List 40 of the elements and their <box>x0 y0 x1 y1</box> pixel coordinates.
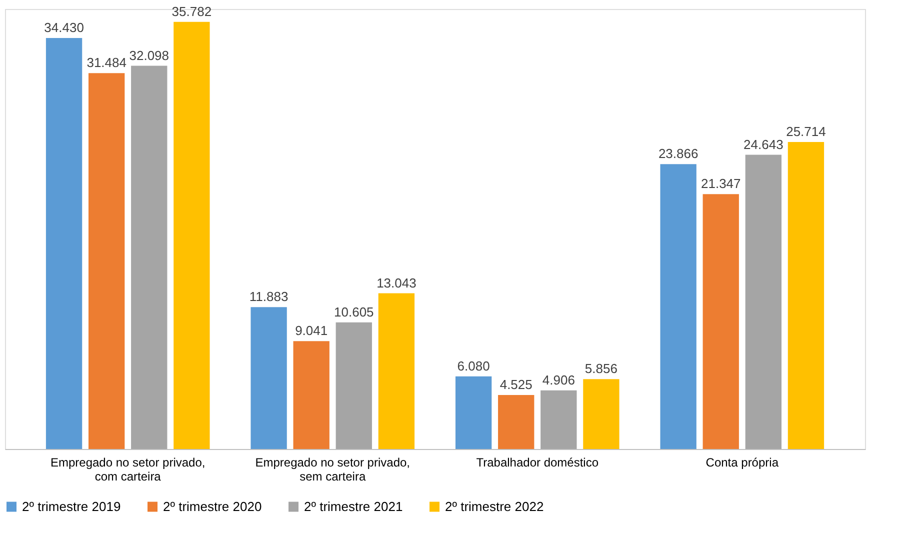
data-label: 32.098 <box>129 48 170 63</box>
bar <box>250 307 287 449</box>
data-label: 31.484 <box>86 55 126 70</box>
bar <box>745 154 782 449</box>
x-tick-label: Trabalhador doméstico <box>476 456 599 470</box>
x-tick-label: Empregado no setor privado, com carteira <box>50 456 206 484</box>
data-label: 5.856 <box>584 361 618 376</box>
bar <box>455 376 492 449</box>
legend-label: 2º trimestre 2021 <box>304 498 403 514</box>
data-label: 4.525 <box>500 376 532 392</box>
bar <box>174 22 210 449</box>
bar <box>540 390 577 449</box>
data-label: 6.080 <box>457 358 490 374</box>
data-label: 4.906 <box>542 372 575 388</box>
legend-label: 2º trimestre 2022 <box>445 498 544 514</box>
bar <box>46 38 82 449</box>
data-label: 24.643 <box>744 136 784 152</box>
x-tick-label: Conta própria <box>706 456 779 470</box>
data-label: 25.714 <box>786 124 826 140</box>
data-label: 10.605 <box>334 304 374 320</box>
data-label: 21.347 <box>700 176 741 192</box>
bar <box>131 66 168 449</box>
data-label: 13.043 <box>376 275 416 290</box>
data-label: 9.041 <box>295 323 328 338</box>
bar <box>498 394 534 449</box>
data-label: 34.430 <box>44 20 84 35</box>
bar <box>378 293 415 449</box>
bar <box>788 142 824 449</box>
data-label: 23.866 <box>658 146 698 162</box>
bar <box>660 164 696 449</box>
bar <box>583 379 620 449</box>
bar <box>702 194 739 449</box>
data-label: 35.782 <box>172 4 212 19</box>
legend-label: 2º trimestre 2020 <box>163 498 262 514</box>
bar <box>336 322 372 449</box>
data-label: 11.883 <box>249 289 288 304</box>
bar <box>293 341 330 449</box>
x-tick-label: Empregado no setor privado, sem carteira <box>255 456 410 484</box>
bar <box>88 73 125 449</box>
legend-label: 2º trimestre 2019 <box>22 498 121 514</box>
